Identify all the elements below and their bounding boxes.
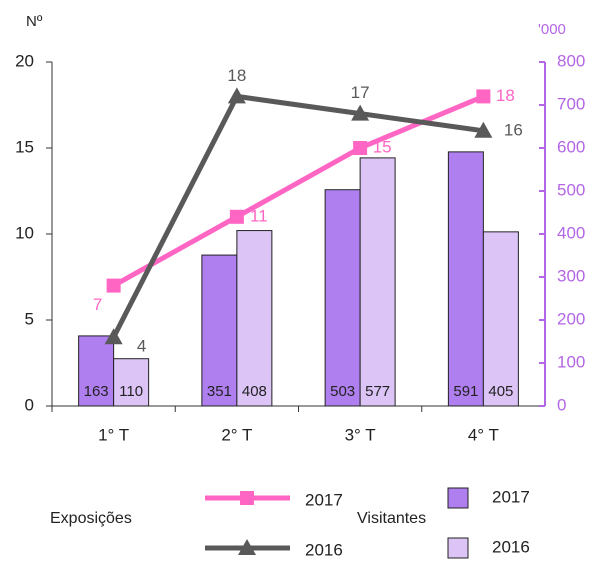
x-tick-label: 1° T	[98, 425, 129, 444]
legend-label: 2016	[492, 537, 530, 556]
bar-value-label: 577	[365, 383, 390, 400]
legend-label: 2017	[492, 487, 530, 506]
legend-swatch	[447, 537, 469, 559]
bar	[113, 358, 150, 407]
y-tick-label: 20	[15, 51, 34, 70]
y2-tick-label: 200	[557, 309, 585, 328]
bar	[482, 231, 519, 407]
y2-tick-label: 300	[557, 266, 585, 285]
y2-tick-label: 700	[557, 94, 585, 113]
line-marker	[353, 141, 368, 155]
bar-value-label: 591	[453, 383, 478, 400]
line-marker	[104, 328, 123, 345]
line-marker	[474, 121, 493, 138]
legend-marker	[238, 539, 256, 555]
line-value-label: 16	[504, 120, 523, 139]
y-axis-label: Nº	[26, 13, 43, 30]
line-value-label: 7	[93, 295, 102, 314]
bar-value-label: 351	[207, 383, 232, 400]
line-marker	[227, 87, 246, 104]
line-marker	[476, 89, 491, 104]
line-value-label: 18	[227, 66, 246, 85]
legend-label: 2017	[305, 490, 343, 509]
legend-label: 2016	[305, 540, 343, 559]
y2-tick-label: 600	[557, 137, 585, 156]
y2-tick-label: 800	[557, 51, 585, 70]
legend-swatch	[447, 487, 469, 509]
line	[111, 93, 484, 339]
bar-value-label: 110	[119, 383, 143, 400]
line-value-label: 15	[373, 137, 392, 156]
y2-tick-label: 0	[557, 395, 566, 414]
bar	[324, 189, 361, 407]
bar	[236, 230, 273, 407]
bar-legend-title: Visitantes	[357, 510, 426, 527]
bar-value-label: 163	[84, 383, 109, 400]
y2-tick-label: 100	[557, 352, 585, 371]
line-legend-title: Exposições	[50, 510, 132, 527]
bar-value-label: 405	[488, 383, 513, 400]
y-tick-label: 15	[15, 137, 34, 156]
bar-value-label: 408	[242, 383, 267, 400]
y-tick-label: 0	[25, 395, 34, 414]
x-tick-label: 4° T	[468, 425, 499, 444]
line-value-label: 4	[137, 337, 146, 356]
y-tick-label: 10	[15, 223, 34, 242]
line-marker	[106, 278, 121, 293]
line-marker	[351, 104, 370, 121]
line-value-label: 17	[351, 83, 370, 102]
bar	[447, 151, 484, 407]
y2-tick-label: 500	[557, 180, 585, 199]
x-tick-label: 3° T	[345, 425, 376, 444]
line-marker	[229, 209, 244, 224]
y2-axis-label: '000	[538, 21, 566, 38]
bar	[359, 157, 396, 407]
y2-tick-label: 400	[557, 223, 585, 242]
line-value-label: 11	[250, 206, 268, 225]
bar-value-label: 503	[330, 383, 355, 400]
legend-marker	[240, 491, 254, 505]
y-tick-label: 5	[25, 309, 34, 328]
x-tick-label: 2° T	[221, 425, 252, 444]
line-value-label: 18	[496, 86, 515, 105]
